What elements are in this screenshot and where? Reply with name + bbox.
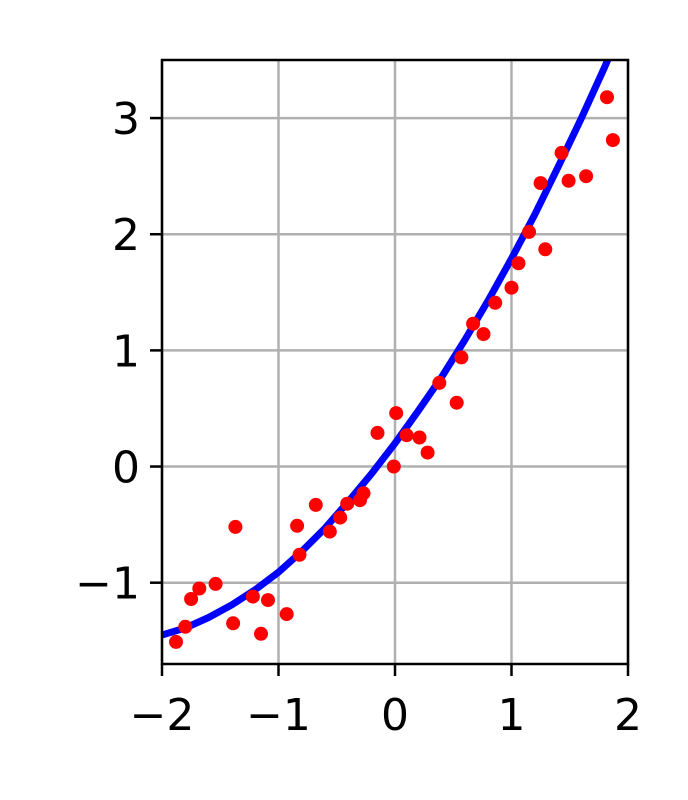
scatter-point bbox=[561, 173, 576, 188]
scatter-point bbox=[192, 581, 207, 596]
scatter-point bbox=[511, 256, 526, 271]
scatter-point bbox=[245, 589, 260, 604]
y-tick-label: 1 bbox=[112, 326, 140, 377]
scatter-point bbox=[356, 486, 371, 501]
scatter-point bbox=[399, 428, 414, 443]
scatter-point bbox=[605, 133, 620, 148]
scatter-point bbox=[261, 593, 275, 608]
scatter-point bbox=[466, 316, 481, 331]
scatter-point bbox=[208, 576, 223, 591]
scatter-point bbox=[412, 430, 427, 445]
x-tick-label: −1 bbox=[246, 690, 311, 741]
y-axis-tick-labels: −1 0 1 2 3 bbox=[75, 94, 140, 610]
scatter-point bbox=[432, 375, 447, 390]
scatter-point bbox=[290, 518, 305, 533]
scatter-point bbox=[389, 406, 404, 421]
scatter-point bbox=[554, 145, 569, 160]
scatter-point bbox=[340, 496, 355, 511]
scatter-point bbox=[386, 459, 401, 474]
grid bbox=[160, 60, 630, 664]
scatter-point bbox=[454, 350, 469, 365]
scatter-point bbox=[579, 169, 594, 184]
scatter-point bbox=[522, 224, 536, 239]
scatter-point bbox=[279, 607, 294, 622]
scatter-point bbox=[322, 524, 337, 539]
scatter-point bbox=[420, 445, 435, 460]
fit-line bbox=[162, 60, 612, 639]
y-tick-label: 2 bbox=[112, 210, 140, 261]
scatter-point bbox=[178, 619, 193, 634]
x-tick-label: 2 bbox=[614, 690, 642, 741]
x-axis-tick-labels: −2 −1 0 1 2 bbox=[130, 690, 642, 741]
x-tick-label: −2 bbox=[130, 690, 195, 741]
scatter-point bbox=[600, 90, 614, 105]
scatter-point bbox=[538, 242, 553, 257]
scatter-point bbox=[226, 616, 241, 631]
x-tick-label: 0 bbox=[381, 690, 409, 741]
scatter-point bbox=[488, 295, 503, 310]
scatter-point bbox=[308, 497, 323, 512]
y-tick-label: −1 bbox=[75, 559, 140, 610]
scatter-point bbox=[292, 547, 307, 562]
scatter-point bbox=[504, 280, 519, 295]
scatter-point bbox=[370, 425, 385, 440]
scatter-point bbox=[333, 510, 348, 525]
y-tick-label: 0 bbox=[112, 443, 140, 494]
scatter-point bbox=[533, 176, 548, 191]
scatter-point bbox=[184, 592, 199, 606]
scatter-point bbox=[169, 634, 183, 649]
scatter-point bbox=[254, 626, 268, 641]
x-tick-label: 1 bbox=[498, 690, 526, 741]
axis-ticks bbox=[150, 116, 630, 676]
scatter-point bbox=[476, 327, 491, 342]
scatter-point bbox=[449, 395, 464, 410]
scatter-point bbox=[228, 519, 243, 534]
data-marks bbox=[162, 60, 620, 649]
y-tick-label: 3 bbox=[112, 94, 140, 145]
